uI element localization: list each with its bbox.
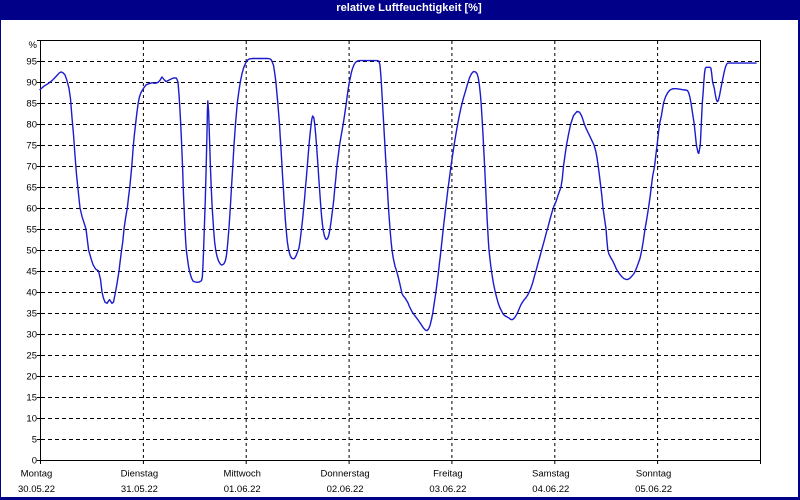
svg-text:Mittwoch: Mittwoch [223, 469, 260, 480]
svg-text:10: 10 [26, 414, 37, 425]
svg-text:0: 0 [32, 456, 37, 467]
svg-text:02.06.22: 02.06.22 [327, 484, 364, 495]
svg-text:75: 75 [26, 141, 37, 152]
svg-text:30.05.22: 30.05.22 [18, 484, 55, 495]
svg-text:80: 80 [26, 120, 37, 131]
svg-text:Freitag: Freitag [433, 469, 463, 480]
svg-text:Sonntag: Sonntag [636, 469, 671, 480]
svg-text:31.05.22: 31.05.22 [121, 484, 158, 495]
svg-text:25: 25 [26, 351, 37, 362]
svg-text:90: 90 [26, 78, 37, 89]
svg-text:45: 45 [26, 267, 37, 278]
svg-text:15: 15 [26, 393, 37, 404]
svg-text:85: 85 [26, 99, 37, 110]
svg-text:%: % [29, 40, 38, 51]
svg-text:05.06.22: 05.06.22 [635, 484, 672, 495]
svg-text:Donnerstag: Donnerstag [321, 469, 370, 480]
svg-text:30: 30 [26, 330, 37, 341]
svg-text:70: 70 [26, 162, 37, 173]
svg-text:35: 35 [26, 309, 37, 320]
svg-text:60: 60 [26, 204, 37, 215]
svg-text:Dienstag: Dienstag [121, 469, 159, 480]
svg-text:20: 20 [26, 372, 37, 383]
svg-text:55: 55 [26, 225, 37, 236]
svg-text:04.06.22: 04.06.22 [532, 484, 569, 495]
svg-text:Montag: Montag [21, 469, 53, 480]
svg-text:95: 95 [26, 57, 37, 68]
svg-text:03.06.22: 03.06.22 [429, 484, 466, 495]
svg-text:01.06.22: 01.06.22 [224, 484, 261, 495]
svg-text:40: 40 [26, 288, 37, 299]
svg-text:50: 50 [26, 246, 37, 257]
svg-text:65: 65 [26, 183, 37, 194]
svg-text:Samstag: Samstag [532, 469, 570, 480]
svg-text:5: 5 [32, 435, 37, 446]
